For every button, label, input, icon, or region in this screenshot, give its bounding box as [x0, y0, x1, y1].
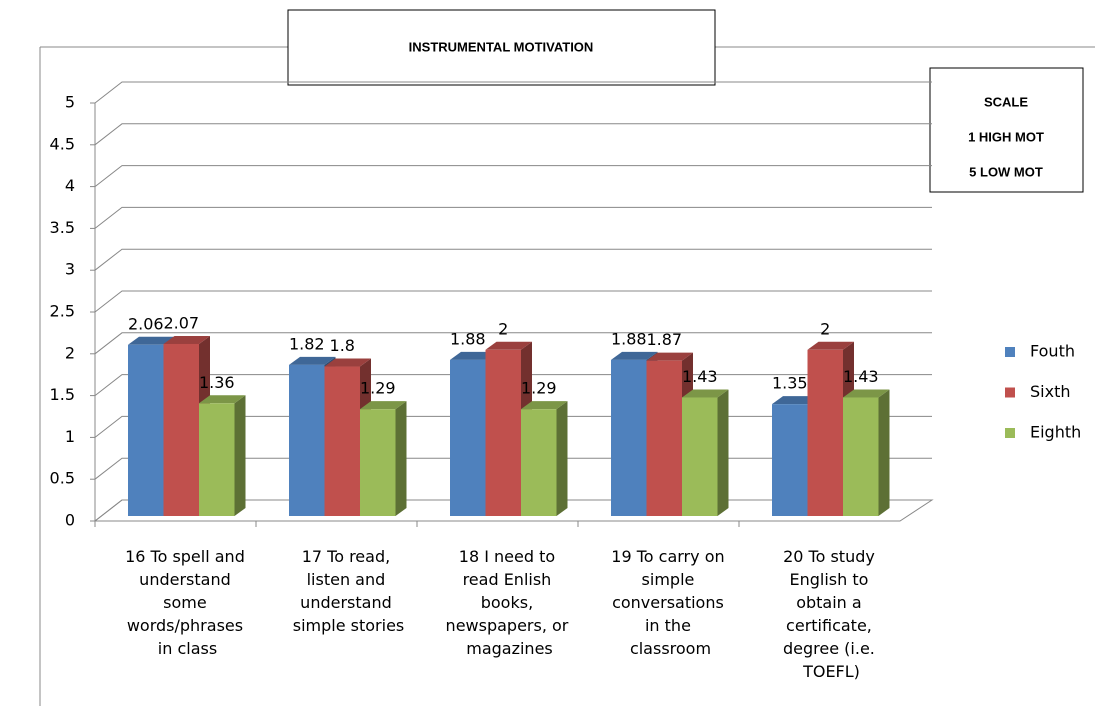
x-tick-label: 18 I need to read Enlish books, newspape… [446, 547, 574, 658]
bar-side [395, 401, 407, 516]
bar [128, 344, 164, 516]
y-tick-label: 1.5 [50, 385, 75, 404]
annotation: 5 LOW MOT [969, 164, 1043, 179]
data-label: 1.88 [450, 329, 486, 348]
grid-line [94, 206, 932, 229]
bar [485, 349, 521, 516]
legend-swatch [1005, 428, 1015, 438]
title-box [287, 9, 716, 86]
data-label: 1.8 [330, 336, 355, 355]
bar-top [128, 336, 175, 345]
data-label: 1.87 [646, 330, 682, 349]
data-label: 1.82 [289, 334, 325, 353]
data-label: 1.88 [611, 329, 647, 348]
bar [521, 409, 557, 516]
y-tick-label: 3 [65, 260, 75, 279]
x-tick-label: 16 To spell and understand some words/ph… [125, 547, 250, 658]
annotation: SCALE [984, 94, 1028, 109]
bar-top [324, 358, 371, 367]
grid-line [94, 165, 932, 187]
bar-top [360, 401, 407, 410]
bar [772, 404, 808, 516]
y-tick-label: 0.5 [50, 469, 75, 488]
bar [682, 397, 718, 516]
bar [324, 366, 360, 516]
data-label: 1.29 [360, 379, 396, 398]
data-label: 1.36 [199, 373, 235, 392]
grid-line [94, 81, 932, 104]
bar-top [646, 352, 693, 361]
data-label: 1.43 [843, 367, 879, 386]
legend-label: Fouth [1030, 342, 1075, 361]
legend-swatch [1005, 347, 1015, 357]
data-label: 2.07 [163, 313, 199, 332]
bar-top [199, 395, 246, 404]
bar-side [717, 389, 729, 516]
y-tick-label: 2 [65, 343, 75, 362]
grid-line [94, 290, 932, 313]
bar-side [556, 401, 568, 516]
data-label: 1.29 [521, 379, 557, 398]
scale-box [929, 67, 1084, 193]
bar [163, 343, 199, 516]
data-label: 2.06 [128, 314, 164, 333]
bar-top [163, 335, 210, 344]
y-tick-label: 3.5 [50, 218, 75, 237]
y-tick-label: 2.5 [50, 302, 75, 321]
legend-swatch [1005, 387, 1015, 398]
bar [289, 364, 325, 516]
bar-top [807, 341, 854, 350]
bar-top [521, 401, 568, 410]
bar-top [289, 356, 336, 365]
bar [646, 360, 682, 516]
x-tick-label: 19 To carry on simple conversations in t… [611, 547, 729, 658]
grid-line [94, 248, 932, 271]
x-tick-label: 17 To read, listen and understand simple… [293, 547, 405, 635]
data-label: 1.43 [682, 367, 718, 386]
floor [93, 499, 934, 522]
bar-top [611, 351, 658, 360]
y-tick-label: 4 [65, 176, 75, 195]
chart-title: INSTRUMENTAL MOTIVATION [409, 39, 594, 54]
bar-side [234, 395, 246, 516]
legend-label: Sixth [1030, 382, 1070, 401]
data-label: 2 [820, 319, 830, 338]
y-tick-label: 4.5 [50, 134, 75, 153]
bar-top [843, 389, 890, 398]
data-label: 1.35 [772, 374, 808, 393]
bar-top [485, 341, 532, 350]
bar-top [772, 396, 819, 405]
bar-top [682, 389, 729, 398]
bar-top [450, 351, 497, 360]
x-tick-label: 20 To study English to obtain a certific… [783, 547, 880, 681]
y-tick-label: 1 [65, 427, 75, 446]
bar [360, 409, 396, 516]
annotation: 1 HIGH MOT [968, 129, 1044, 144]
bar [843, 397, 879, 516]
grid-line [94, 332, 932, 355]
legend-label: Eighth [1030, 423, 1081, 442]
bar [450, 359, 486, 516]
bar [199, 403, 235, 516]
y-tick-label: 0 [65, 511, 75, 530]
bar [807, 349, 843, 516]
bar-side [878, 389, 890, 516]
data-label: 2 [498, 319, 508, 338]
bar [611, 359, 647, 516]
y-tick-label: 5 [65, 93, 75, 112]
grid-line [94, 123, 932, 146]
